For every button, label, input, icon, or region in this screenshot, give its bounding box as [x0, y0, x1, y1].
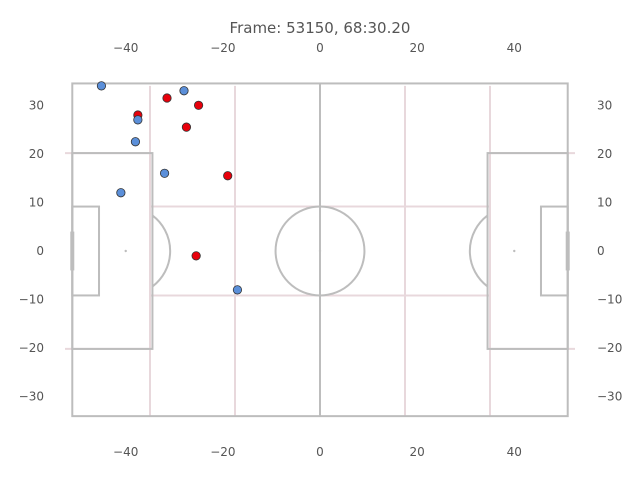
- penalty-spot-right: [513, 249, 516, 253]
- y-tick-label-right: 10: [597, 195, 612, 209]
- x-tick-label-bottom: 0: [316, 445, 324, 459]
- blue-player-point: [133, 115, 143, 125]
- x-tick-label-top: 0: [316, 41, 324, 55]
- x-tick-label-top: 40: [507, 41, 522, 55]
- blue-player-point: [116, 188, 126, 198]
- y-tick-label-right: −20: [597, 341, 622, 355]
- y-tick-label-right: −10: [597, 293, 622, 307]
- penalty-spot-left: [124, 249, 127, 253]
- x-tick-label-top: −40: [113, 41, 138, 55]
- y-tick-label-left: −20: [19, 341, 44, 355]
- y-tick-label-left: 0: [36, 244, 44, 258]
- y-tick-label-left: −10: [19, 293, 44, 307]
- y-tick-label-left: 30: [29, 98, 44, 112]
- red-player-point: [162, 93, 172, 103]
- red-player-point: [181, 122, 192, 132]
- blue-player-point: [96, 81, 107, 91]
- goal-area-left: [71, 205, 101, 297]
- x-tick-label-top: −20: [210, 41, 235, 55]
- y-tick-label-right: −30: [597, 390, 622, 404]
- y-tick-label-right: 20: [597, 147, 612, 161]
- centre-spot: [318, 249, 322, 253]
- red-player-point: [223, 171, 233, 181]
- red-player-point: [193, 100, 204, 110]
- x-axis-bottom-ticks: −40 −20 0 20 40: [113, 445, 522, 459]
- x-tick-label-top: 20: [409, 41, 424, 55]
- penalty-arc-left: [151, 214, 172, 288]
- x-tick-label-bottom: −20: [210, 445, 235, 459]
- x-tick-label-bottom: 40: [507, 445, 522, 459]
- y-tick-label-left: −30: [19, 390, 44, 404]
- x-tick-label-bottom: −40: [113, 445, 138, 459]
- penalty-area-right: [486, 152, 569, 350]
- blue-player-point: [159, 168, 170, 178]
- goal-area-right: [539, 205, 569, 297]
- y-axis-right-ticks: 30 20 10 0 −10 −20 −30: [597, 98, 622, 403]
- red-player-point: [191, 251, 201, 261]
- player-points: [96, 81, 243, 295]
- y-tick-label-left: 10: [29, 195, 44, 209]
- blue-player-point: [130, 137, 141, 147]
- pitch-markings: [65, 82, 575, 418]
- y-tick-label-right: 30: [597, 98, 612, 112]
- y-tick-label-left: 20: [29, 147, 44, 161]
- blue-player-point: [179, 86, 189, 96]
- penalty-area-left: [71, 152, 154, 350]
- centre-circle: [274, 205, 366, 297]
- x-tick-label-bottom: 20: [409, 445, 424, 459]
- penalty-arc-right: [468, 214, 489, 288]
- blue-player-point: [232, 285, 243, 295]
- y-axis-left-ticks: 30 20 10 0 −10 −20 −30: [19, 98, 44, 403]
- x-axis-top-ticks: −40 −20 0 20 40: [113, 41, 522, 55]
- y-tick-label-right: 0: [597, 244, 605, 258]
- chart-title: Frame: 53150, 68:30.20: [230, 19, 411, 37]
